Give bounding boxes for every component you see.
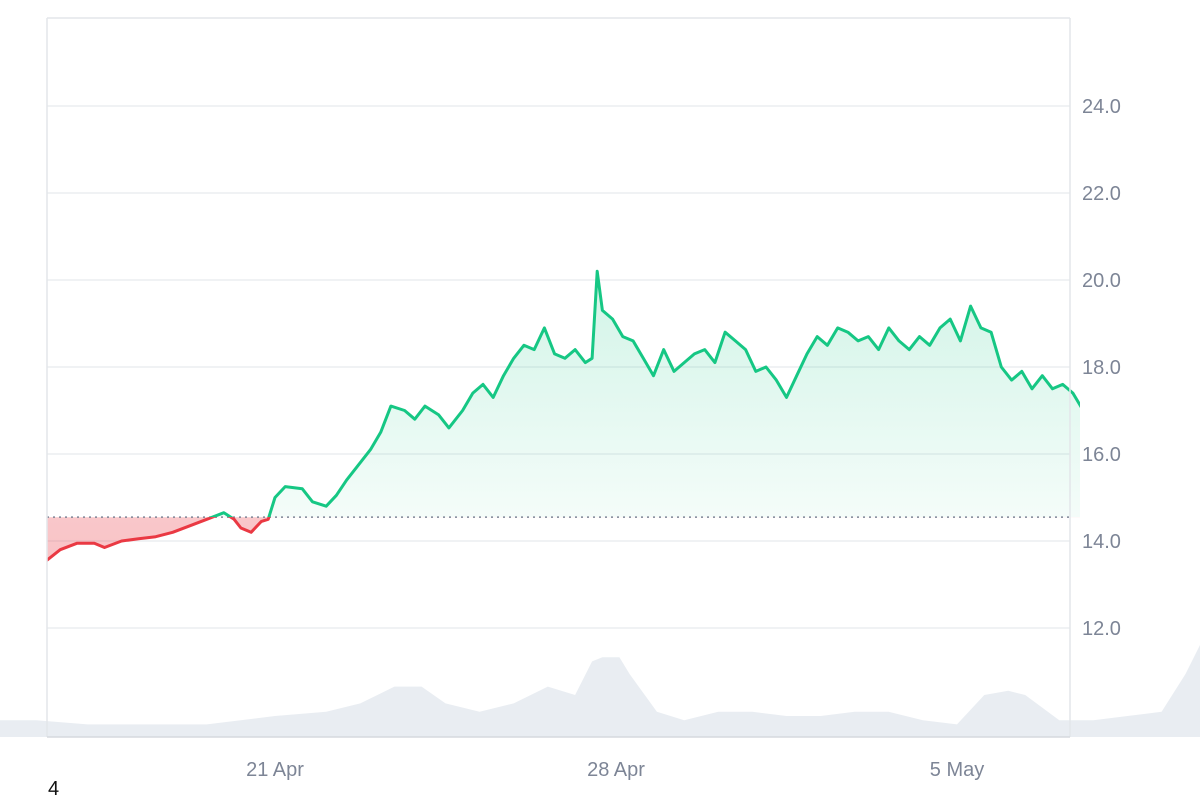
- x-tick-label: 21 Apr: [246, 759, 304, 781]
- y-axis: 12.0 14.0 16.0 18.0 20.0 22.0 24.0: [1082, 96, 1121, 640]
- plot-frame: [46, 17, 1071, 738]
- price-line: [47, 269, 1080, 563]
- y-tick-label: 24.0: [1082, 96, 1121, 118]
- price-line-up: [208, 269, 1080, 518]
- y-tick-label: 12.0: [1082, 618, 1121, 640]
- x-tick-label: 28 Apr: [587, 759, 645, 781]
- area-below-baseline: [47, 517, 1080, 561]
- y-tick-label: 14.0: [1082, 531, 1121, 553]
- y-tick-label: 22.0: [1082, 183, 1121, 205]
- corner-label: 4: [48, 778, 60, 800]
- price-area: [47, 271, 1080, 561]
- y-tick-label: 16.0: [1082, 444, 1121, 466]
- x-tick-label: 5 May: [930, 759, 984, 781]
- volume-area: [0, 644, 1200, 737]
- volume-shape: [0, 644, 1200, 737]
- y-tick-label: 20.0: [1082, 270, 1121, 292]
- area-above-baseline: [212, 271, 1080, 518]
- price-line-down: [47, 517, 271, 563]
- y-tick-label: 18.0: [1082, 357, 1121, 379]
